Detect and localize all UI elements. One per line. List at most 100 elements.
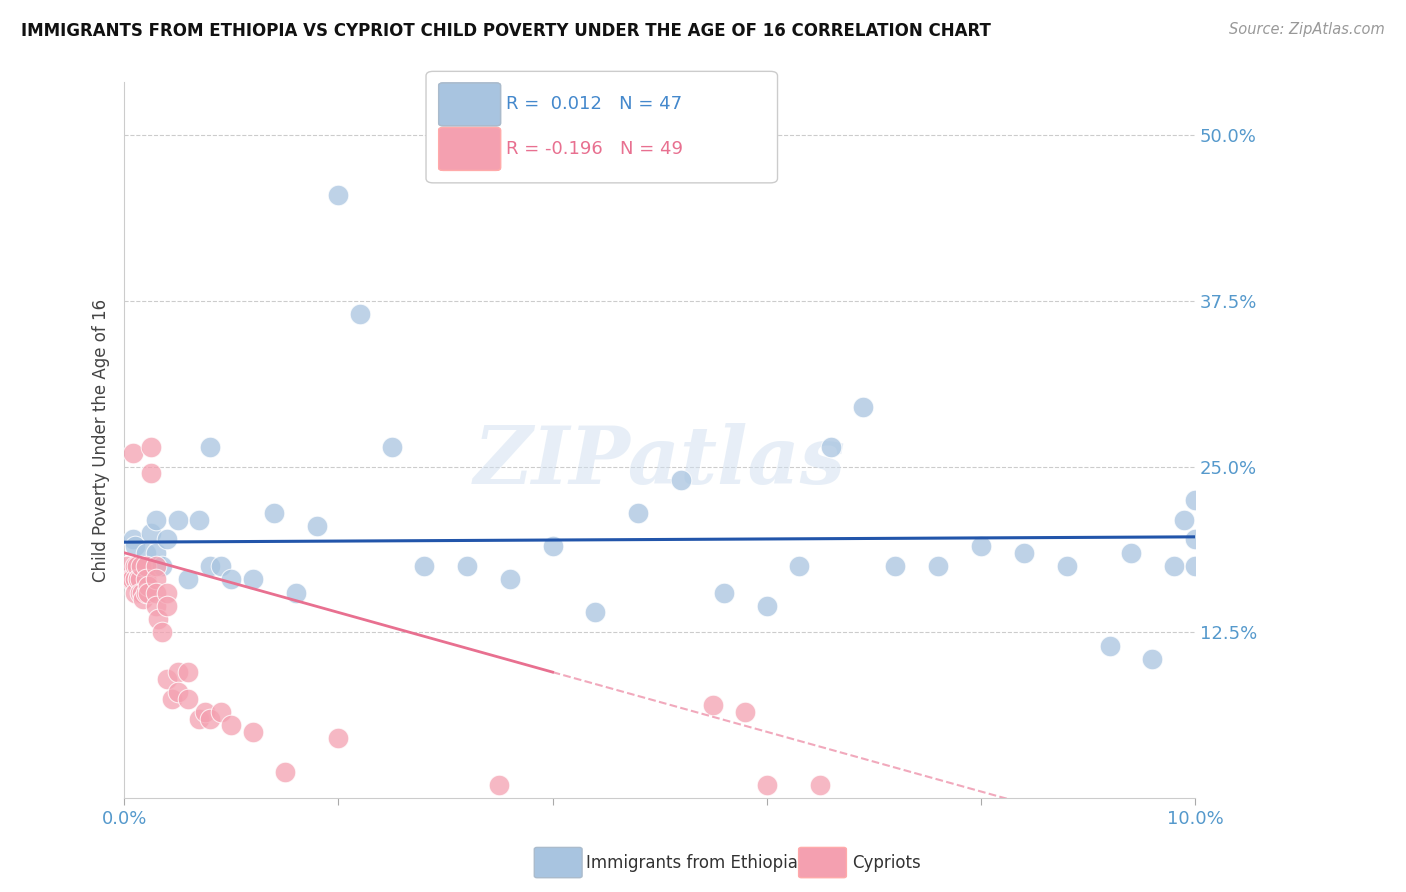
Point xyxy=(136,585,159,599)
Point xyxy=(1056,559,1078,574)
Point xyxy=(456,559,478,574)
Point xyxy=(499,572,522,586)
Point xyxy=(209,559,232,574)
Point xyxy=(139,525,162,540)
Point xyxy=(188,712,211,726)
Point xyxy=(381,440,404,454)
Point xyxy=(1098,639,1121,653)
Point xyxy=(166,513,188,527)
Point xyxy=(198,559,221,574)
Point xyxy=(221,572,243,586)
Point xyxy=(627,506,650,520)
Point xyxy=(884,559,907,574)
Point xyxy=(156,533,179,547)
Point xyxy=(820,440,842,454)
Point xyxy=(118,572,141,586)
Point xyxy=(145,599,167,613)
Point xyxy=(148,612,170,626)
Point xyxy=(139,440,162,454)
Point xyxy=(198,440,221,454)
Point xyxy=(193,705,215,719)
Point xyxy=(274,764,297,779)
Point xyxy=(927,559,949,574)
Point xyxy=(131,585,153,599)
Point xyxy=(117,559,139,574)
Point xyxy=(328,187,350,202)
Point xyxy=(1184,559,1206,574)
Point xyxy=(970,539,993,553)
Point xyxy=(124,539,146,553)
Point xyxy=(413,559,436,574)
Point xyxy=(121,533,143,547)
Point xyxy=(124,585,146,599)
Point xyxy=(145,572,167,586)
Text: Cypriots: Cypriots xyxy=(852,854,921,871)
Point xyxy=(145,513,167,527)
Point xyxy=(132,592,155,607)
Point xyxy=(1173,513,1195,527)
Point xyxy=(198,712,221,726)
Point xyxy=(284,585,307,599)
Point xyxy=(135,572,157,586)
Point xyxy=(162,691,184,706)
Point xyxy=(713,585,735,599)
Text: R =  0.012   N = 47: R = 0.012 N = 47 xyxy=(506,95,682,113)
Point xyxy=(242,572,264,586)
Point xyxy=(131,559,153,574)
Point xyxy=(263,506,285,520)
Point xyxy=(150,559,173,574)
Point xyxy=(1184,533,1206,547)
Text: Source: ZipAtlas.com: Source: ZipAtlas.com xyxy=(1229,22,1385,37)
Point xyxy=(669,473,692,487)
Text: ZIPatlas: ZIPatlas xyxy=(474,423,846,500)
Point xyxy=(124,559,146,574)
Point xyxy=(1163,559,1185,574)
Point xyxy=(787,559,810,574)
Point xyxy=(156,599,179,613)
Point xyxy=(188,513,211,527)
Point xyxy=(209,705,232,719)
Point xyxy=(156,672,179,686)
Text: Immigrants from Ethiopia: Immigrants from Ethiopia xyxy=(586,854,799,871)
Point xyxy=(145,546,167,560)
Point xyxy=(129,585,152,599)
Text: IMMIGRANTS FROM ETHIOPIA VS CYPRIOT CHILD POVERTY UNDER THE AGE OF 16 CORRELATIO: IMMIGRANTS FROM ETHIOPIA VS CYPRIOT CHIL… xyxy=(21,22,991,40)
Y-axis label: Child Poverty Under the Age of 16: Child Poverty Under the Age of 16 xyxy=(93,299,110,582)
Point xyxy=(166,685,188,699)
Point xyxy=(852,400,875,414)
Point xyxy=(121,572,143,586)
Point xyxy=(1184,492,1206,507)
Point xyxy=(145,559,167,574)
Point xyxy=(242,724,264,739)
Point xyxy=(166,665,188,680)
Point xyxy=(1142,652,1164,666)
Point xyxy=(585,606,607,620)
Point xyxy=(541,539,564,553)
Point xyxy=(702,698,724,713)
Point xyxy=(145,585,167,599)
Point xyxy=(127,572,149,586)
Point xyxy=(734,705,756,719)
Point xyxy=(177,691,200,706)
Point xyxy=(177,665,200,680)
Point xyxy=(129,572,152,586)
Point xyxy=(135,559,157,574)
Point xyxy=(328,731,350,746)
Point xyxy=(1012,546,1035,560)
Point xyxy=(150,625,173,640)
Point xyxy=(135,546,157,560)
Point xyxy=(177,572,200,586)
Point xyxy=(349,307,371,321)
Point xyxy=(755,599,778,613)
Point xyxy=(121,446,143,460)
Point xyxy=(808,778,831,792)
Point xyxy=(305,519,328,533)
Point xyxy=(125,559,148,574)
Point xyxy=(755,778,778,792)
Point xyxy=(135,585,157,599)
Point xyxy=(221,718,243,732)
Point xyxy=(127,572,149,586)
Point xyxy=(156,585,179,599)
Point xyxy=(136,579,159,593)
Text: R = -0.196   N = 49: R = -0.196 N = 49 xyxy=(506,140,683,158)
